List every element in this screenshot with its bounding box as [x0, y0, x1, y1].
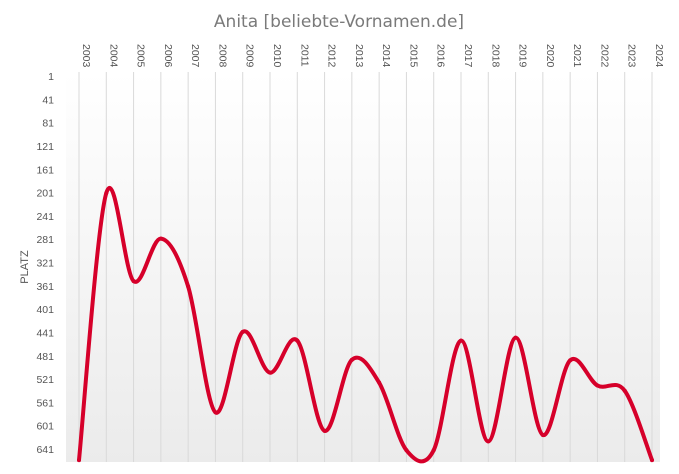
- x-tick-label: 2016: [435, 44, 447, 68]
- x-tick-label: 2006: [162, 44, 174, 68]
- y-tick-label: 81: [42, 118, 54, 130]
- x-tick-label: 2003: [80, 44, 92, 68]
- x-tick-label: 2024: [653, 44, 665, 68]
- vertical-gridlines: [78, 72, 653, 462]
- y-tick-label: 321: [36, 258, 54, 270]
- x-tick-label: 2004: [107, 44, 119, 68]
- x-tick-label: 2011: [298, 44, 310, 67]
- x-axis-ticks: 2003 2004 2005 2006 2007 2008 2009 2010 2011 2012…: [80, 44, 665, 68]
- y-axis-ticks: 1 41 81 121 161 201 241 281 321 361 401 441 481 521 56…: [36, 71, 54, 456]
- x-tick-label: 2018: [489, 44, 501, 68]
- x-tick-label: 2008: [216, 44, 228, 68]
- x-tick-label: 2012: [326, 44, 338, 68]
- x-tick-label: 2005: [135, 44, 147, 68]
- x-tick-label: 2019: [517, 44, 529, 68]
- x-tick-label: 2007: [189, 44, 201, 68]
- y-tick-label: 281: [36, 234, 54, 246]
- x-tick-label: 2014: [380, 44, 392, 68]
- x-tick-label: 2021: [571, 44, 583, 68]
- y-tick-label: 441: [36, 327, 54, 339]
- y-tick-label: 121: [36, 141, 54, 153]
- x-tick-label: 2009: [244, 44, 256, 68]
- y-tick-label: 601: [36, 421, 54, 433]
- x-tick-label: 2017: [462, 44, 474, 68]
- y-tick-label: 521: [36, 374, 54, 386]
- y-tick-label: 481: [36, 351, 54, 363]
- x-tick-label: 2023: [626, 44, 638, 68]
- y-tick-label: 1: [48, 71, 54, 83]
- y-tick-label: 561: [36, 397, 54, 409]
- series-line: [77, 186, 654, 464]
- plot-area: [66, 72, 660, 462]
- y-tick-label: 201: [36, 188, 54, 200]
- x-tick-label: 2015: [407, 44, 419, 68]
- y-tick-label: 361: [36, 281, 54, 293]
- x-tick-label: 2010: [271, 44, 283, 68]
- y-tick-label: 161: [36, 164, 54, 176]
- chart-title: Anita [beliebte-Vornamen.de]: [214, 12, 464, 32]
- x-tick-label: 2022: [598, 44, 610, 68]
- x-tick-label: 2020: [544, 44, 556, 68]
- y-tick-label: 241: [36, 211, 54, 223]
- y-tick-label: 641: [36, 444, 54, 456]
- y-tick-label: 41: [42, 94, 54, 106]
- y-axis-label: PLATZ: [19, 250, 31, 284]
- y-tick-label: 401: [36, 304, 54, 316]
- x-tick-label: 2013: [353, 44, 365, 68]
